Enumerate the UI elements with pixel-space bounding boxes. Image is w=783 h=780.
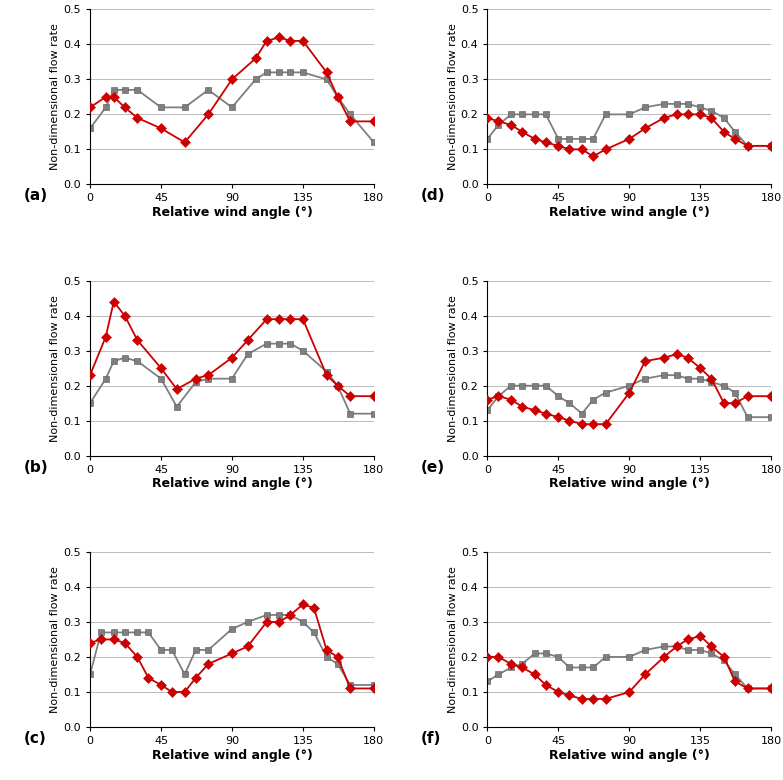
Y-axis label: Non-dimensional flow rate: Non-dimensional flow rate <box>50 23 60 170</box>
Y-axis label: Non-dimensional flow rate: Non-dimensional flow rate <box>50 295 60 441</box>
Y-axis label: Non-dimensional flow rate: Non-dimensional flow rate <box>448 23 458 170</box>
Y-axis label: Non-dimensional flow rate: Non-dimensional flow rate <box>50 566 60 713</box>
Text: (b): (b) <box>23 459 48 474</box>
X-axis label: Relative wind angle (°): Relative wind angle (°) <box>152 749 312 762</box>
X-axis label: Relative wind angle (°): Relative wind angle (°) <box>549 206 709 219</box>
X-axis label: Relative wind angle (°): Relative wind angle (°) <box>549 477 709 491</box>
X-axis label: Relative wind angle (°): Relative wind angle (°) <box>549 749 709 762</box>
Text: (c): (c) <box>23 731 46 746</box>
Y-axis label: Non-dimensional flow rate: Non-dimensional flow rate <box>448 566 458 713</box>
Text: (d): (d) <box>421 188 446 204</box>
Text: (f): (f) <box>421 731 442 746</box>
Text: (a): (a) <box>23 188 48 204</box>
Y-axis label: Non-dimensional flow rate: Non-dimensional flow rate <box>448 295 458 441</box>
Text: (e): (e) <box>421 459 445 474</box>
X-axis label: Relative wind angle (°): Relative wind angle (°) <box>152 477 312 491</box>
X-axis label: Relative wind angle (°): Relative wind angle (°) <box>152 206 312 219</box>
